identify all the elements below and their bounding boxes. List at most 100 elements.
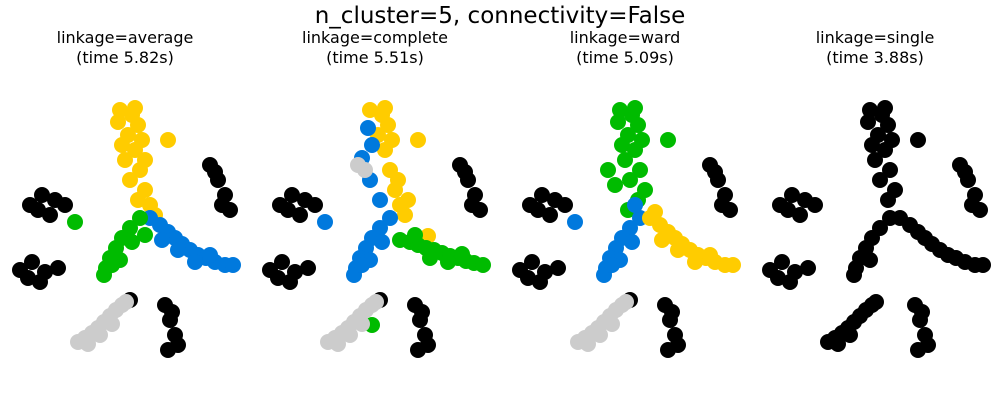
cluster-yellow xyxy=(110,100,176,223)
scatter-point xyxy=(725,257,741,273)
scatter-point xyxy=(864,137,880,153)
subplot-title: linkage=ward xyxy=(569,28,681,47)
cluster-gray xyxy=(570,294,634,352)
scatter-point xyxy=(910,132,926,148)
scatter-point xyxy=(862,102,878,118)
scatter-point xyxy=(624,234,640,250)
scatter-point xyxy=(225,257,241,273)
scatter-point xyxy=(534,187,550,203)
scatter-point xyxy=(440,254,456,270)
scatter-point xyxy=(284,187,300,203)
scatter-point xyxy=(397,207,413,223)
cluster-green xyxy=(67,210,153,283)
cluster-blue xyxy=(317,120,398,283)
scatter-point xyxy=(707,164,723,180)
scatter-point xyxy=(882,162,898,178)
scatter-point xyxy=(604,257,620,273)
scatter-point xyxy=(57,197,73,213)
scatter-point xyxy=(390,172,406,188)
scatter-point xyxy=(114,137,130,153)
scatter-point xyxy=(274,254,290,270)
scatter-point xyxy=(557,197,573,213)
subplot-single: linkage=single (time 3.88s) xyxy=(750,0,1000,400)
scatter-point xyxy=(187,254,203,270)
scatter-point xyxy=(354,316,370,332)
scatter-point xyxy=(604,316,620,332)
scatter-point xyxy=(110,114,126,130)
scatter-point xyxy=(550,260,566,276)
scatter-point xyxy=(630,117,646,133)
scatter-point xyxy=(34,187,50,203)
scatter-point xyxy=(617,152,633,168)
scatter-point xyxy=(567,214,583,230)
scatter-point xyxy=(670,242,686,258)
scatter-point xyxy=(292,207,308,223)
scatter-point xyxy=(112,102,128,118)
scatter-point xyxy=(882,210,898,226)
scatter-point xyxy=(80,336,96,352)
subplot-title: linkage=complete xyxy=(302,28,448,47)
scatter-point xyxy=(117,152,133,168)
scatter-point xyxy=(410,132,426,148)
scatter-point xyxy=(867,152,883,168)
scatter-point xyxy=(612,102,628,118)
scatter-point xyxy=(784,187,800,203)
scatter-point xyxy=(957,164,973,180)
scatter-point xyxy=(134,132,150,148)
scatter-point xyxy=(420,337,436,353)
scatter-point xyxy=(627,100,643,116)
scatter-point xyxy=(374,234,390,250)
scatter-point xyxy=(618,294,634,310)
subplot-title: linkage=single xyxy=(815,28,935,47)
scatter-point xyxy=(214,197,230,213)
scatter-point xyxy=(124,234,140,250)
cluster-blue xyxy=(567,197,648,283)
scatter-point xyxy=(702,247,718,263)
scatter-point xyxy=(530,202,546,218)
subplot-title: linkage=average xyxy=(56,28,194,47)
scatter-point xyxy=(780,202,796,218)
scatter-point xyxy=(317,214,333,230)
scatter-point xyxy=(377,100,393,116)
scatter-point xyxy=(122,172,138,188)
scatter-point xyxy=(382,210,398,226)
scatter-point xyxy=(607,177,623,193)
scatter-point xyxy=(532,274,548,290)
scatter-point xyxy=(24,254,40,270)
scatter-point xyxy=(880,192,896,208)
scatter-point xyxy=(610,114,626,130)
scatter-point xyxy=(975,257,991,273)
scatter-point xyxy=(860,114,876,130)
scatter-point xyxy=(647,204,663,220)
scatter-point xyxy=(364,137,380,153)
scatter-point xyxy=(964,197,980,213)
scatter-point xyxy=(354,257,370,273)
scatter-point xyxy=(654,232,670,248)
scatter-point xyxy=(475,257,491,273)
scatter-point xyxy=(782,274,798,290)
scatter-point xyxy=(524,254,540,270)
scatter-point xyxy=(664,304,680,320)
scatter-plot-average xyxy=(12,100,241,358)
scatter-point xyxy=(42,207,58,223)
scatter-point xyxy=(137,227,153,243)
scatter-point xyxy=(160,132,176,148)
scatter-plot-complete xyxy=(262,100,491,358)
scatter-point xyxy=(407,227,423,243)
scatter-point xyxy=(400,192,416,208)
subplot-subtitle: (time 5.51s) xyxy=(326,48,424,67)
scatter-point xyxy=(360,120,376,136)
scatter-point xyxy=(130,192,146,208)
cluster-black xyxy=(262,157,488,358)
scatter-point xyxy=(842,327,858,343)
cluster-blue xyxy=(142,210,241,273)
cluster-gray xyxy=(350,157,373,178)
scatter-point xyxy=(414,304,430,320)
scatter-point xyxy=(154,232,170,248)
scatter-point xyxy=(792,207,808,223)
scatter-point xyxy=(464,197,480,213)
scatter-point xyxy=(202,247,218,263)
scatter-point xyxy=(50,260,66,276)
subplot-complete: linkage=complete (time 5.51s) xyxy=(250,0,500,400)
scatter-point xyxy=(368,294,384,310)
